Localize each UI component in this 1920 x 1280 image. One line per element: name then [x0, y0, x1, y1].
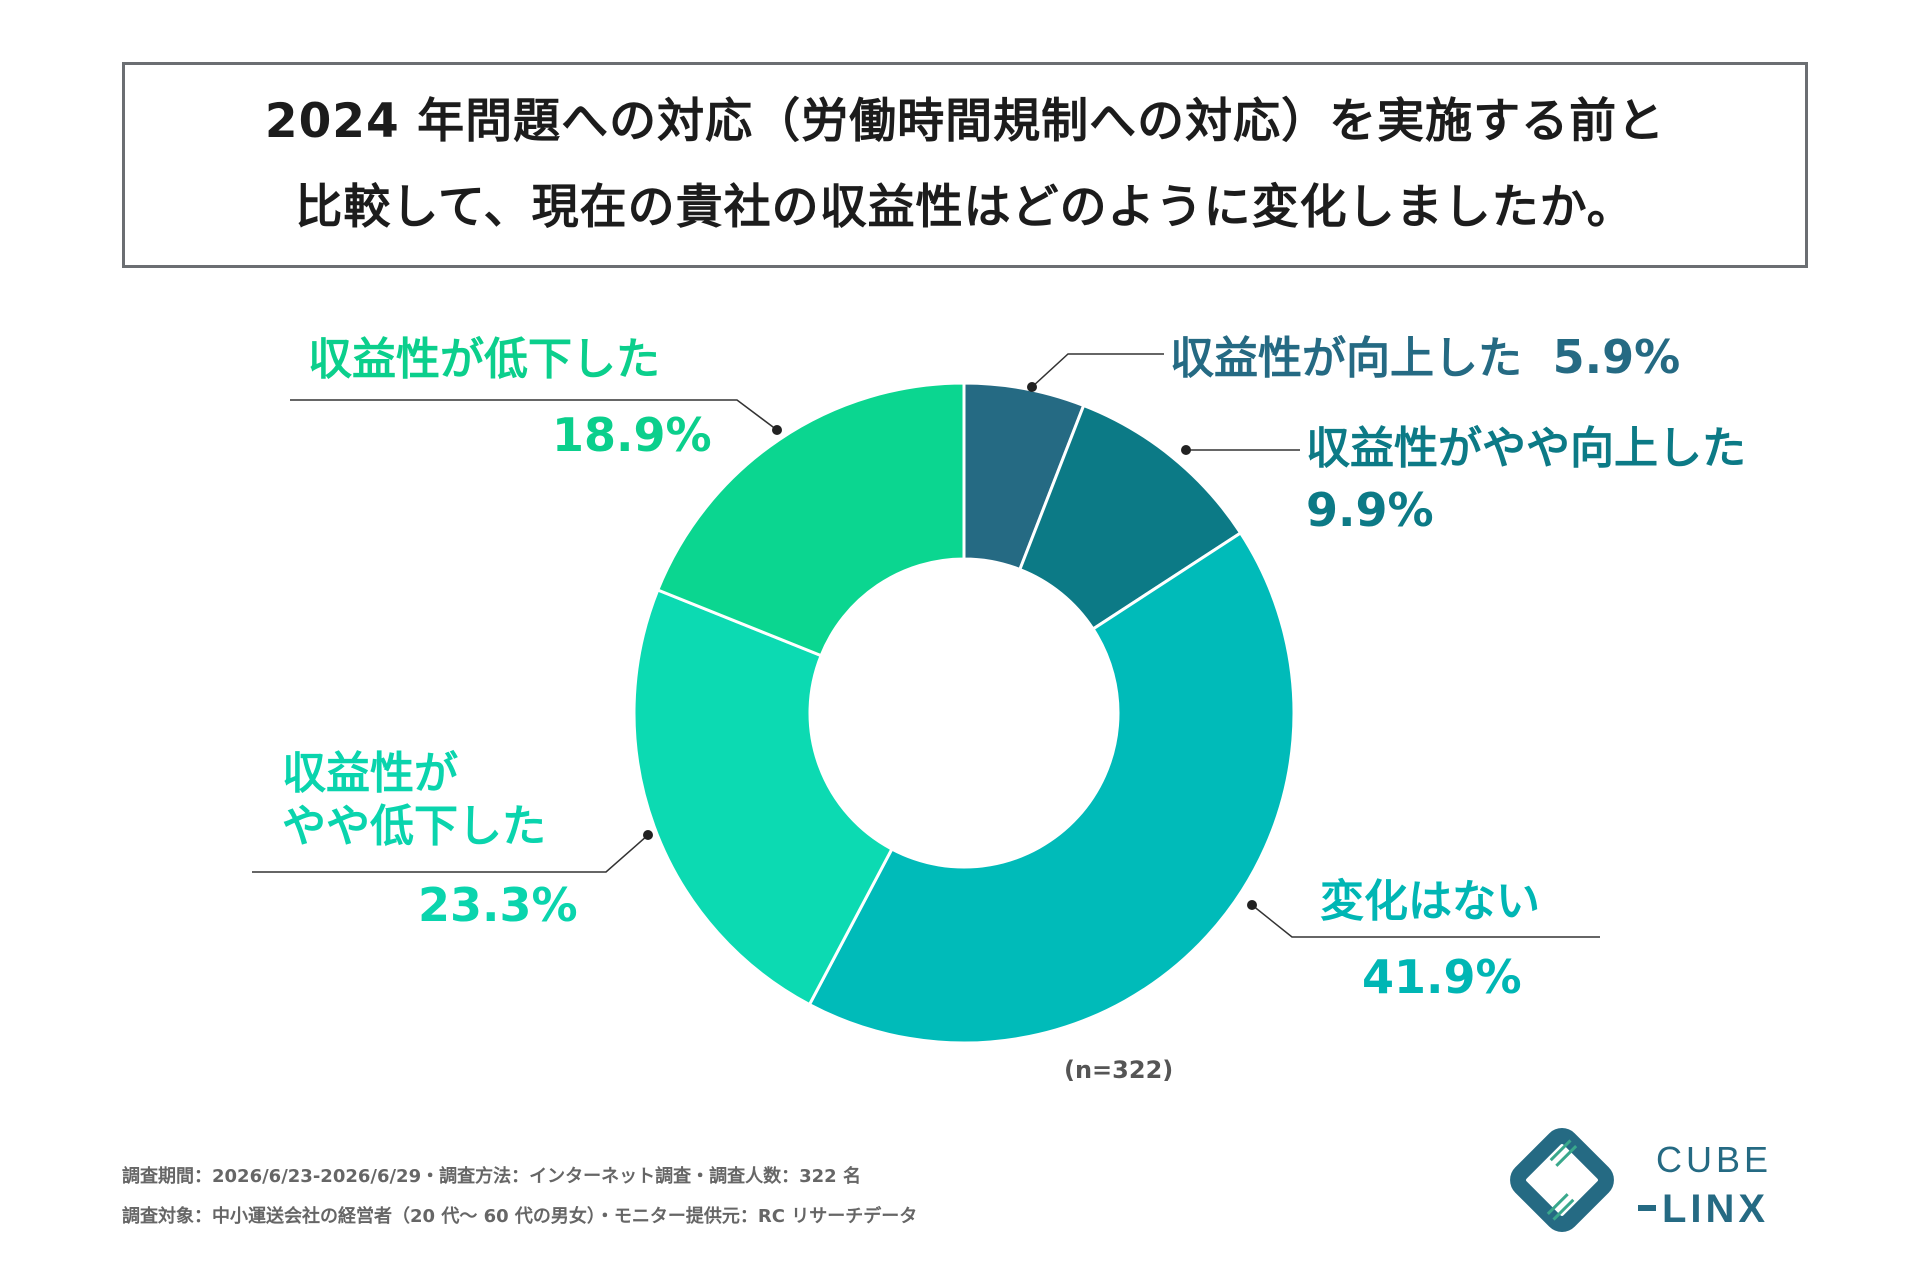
label-up-name: 収益性が向上した — [1170, 333, 1522, 384]
label-no-change: 変化はない — [1320, 876, 1540, 929]
leader-slightly-down — [252, 834, 649, 873]
logo-text-linx: LINX — [1662, 1187, 1769, 1231]
label-up: 収益性が向上した 5.9% — [1170, 330, 1680, 386]
leader-slightly-up-dot — [1181, 445, 1191, 455]
footer-line1: 調査期間：2026/6/23-2026/6/29・調査方法：インターネット調査・… — [122, 1166, 861, 1187]
cube-logo-icon — [1510, 1128, 1614, 1232]
leader-up — [1031, 353, 1164, 388]
label-slightly-up: 収益性がやや向上した — [1306, 423, 1746, 476]
leader-up-dot — [1027, 382, 1037, 392]
label-down-name: 収益性が低下した — [308, 334, 660, 385]
leader-no-change — [1251, 904, 1600, 938]
label-slightly-down: 収益性が やや低下した — [282, 748, 546, 854]
leader-down — [290, 399, 778, 431]
slice-slightly-down — [632, 588, 894, 1007]
sample-size: (n=322) — [1064, 1056, 1174, 1084]
label-up-value: 5.9% — [1552, 330, 1681, 384]
leader-down-dot — [772, 425, 782, 435]
label-down: 収益性が低下した — [308, 334, 660, 387]
cube-linx-logo: CUBE LINX — [1510, 1128, 1772, 1232]
leader-no-change-dot — [1247, 900, 1257, 910]
label-slightly-down-line1: 収益性が — [282, 748, 458, 799]
logo-text-cube: CUBE — [1656, 1139, 1772, 1180]
chart-title-line2: 比較して、現在の貴社の収益性はどのように変化しましたか。 — [295, 180, 1635, 235]
label-no-change-name: 変化はない — [1320, 876, 1540, 927]
label-slightly-down-value: 23.3% — [418, 878, 578, 932]
chart-title-line1: 2024 年問題への対応（労働時間規制への対応）を実施する前と — [264, 94, 1666, 149]
label-slightly-down-line2: やや低下した — [282, 800, 546, 852]
footer-line2: 調査対象：中小運送会社の経営者（20 代～ 60 代の男女）・モニター提供元：R… — [122, 1206, 918, 1227]
leader-slightly-down-dot — [643, 830, 653, 840]
label-no-change-value: 41.9% — [1362, 950, 1522, 1004]
label-down-value: 18.9% — [552, 408, 712, 462]
slice-down — [655, 381, 966, 658]
label-slightly-up-name: 収益性がやや向上した — [1306, 423, 1746, 474]
title-box: 2024 年問題への対応（労働時間規制への対応）を実施する前と 比較して、現在の… — [122, 62, 1808, 268]
slice-no-change — [807, 530, 1296, 1045]
label-slightly-up-value: 9.9% — [1306, 483, 1434, 537]
